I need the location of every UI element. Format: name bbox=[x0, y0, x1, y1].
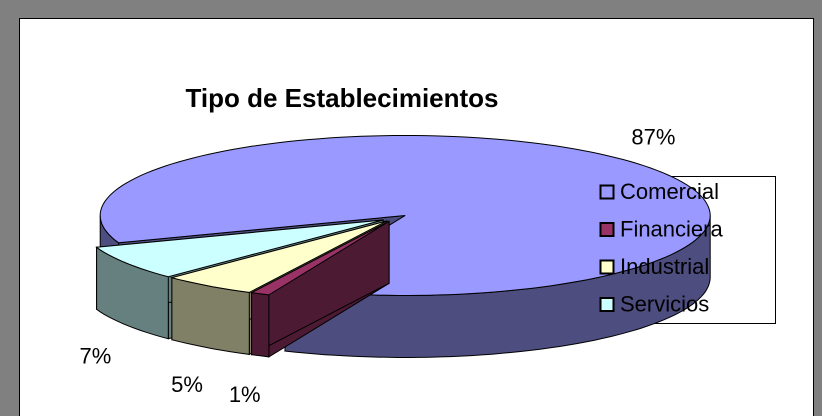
legend-swatch bbox=[599, 222, 615, 237]
legend-label: Industrial bbox=[620, 254, 709, 279]
data-label: 1% bbox=[229, 382, 261, 407]
slice bbox=[169, 220, 388, 293]
slice bbox=[249, 220, 390, 296]
legend-label: Servicios bbox=[620, 291, 709, 316]
legend-label: Comercial bbox=[620, 179, 719, 204]
legend-swatch bbox=[599, 259, 615, 275]
legend-swatch bbox=[599, 184, 615, 200]
data-label: 5% bbox=[171, 372, 203, 397]
slice bbox=[99, 135, 711, 296]
slice bbox=[95, 219, 384, 278]
data-label: 87% bbox=[631, 125, 675, 150]
chart-title: Tipo de Establecimientos bbox=[185, 83, 498, 113]
legend-swatch bbox=[599, 297, 615, 312]
legend-label: Financiera bbox=[620, 216, 723, 241]
slice-side bbox=[251, 292, 270, 358]
data-label: 7% bbox=[80, 344, 112, 369]
